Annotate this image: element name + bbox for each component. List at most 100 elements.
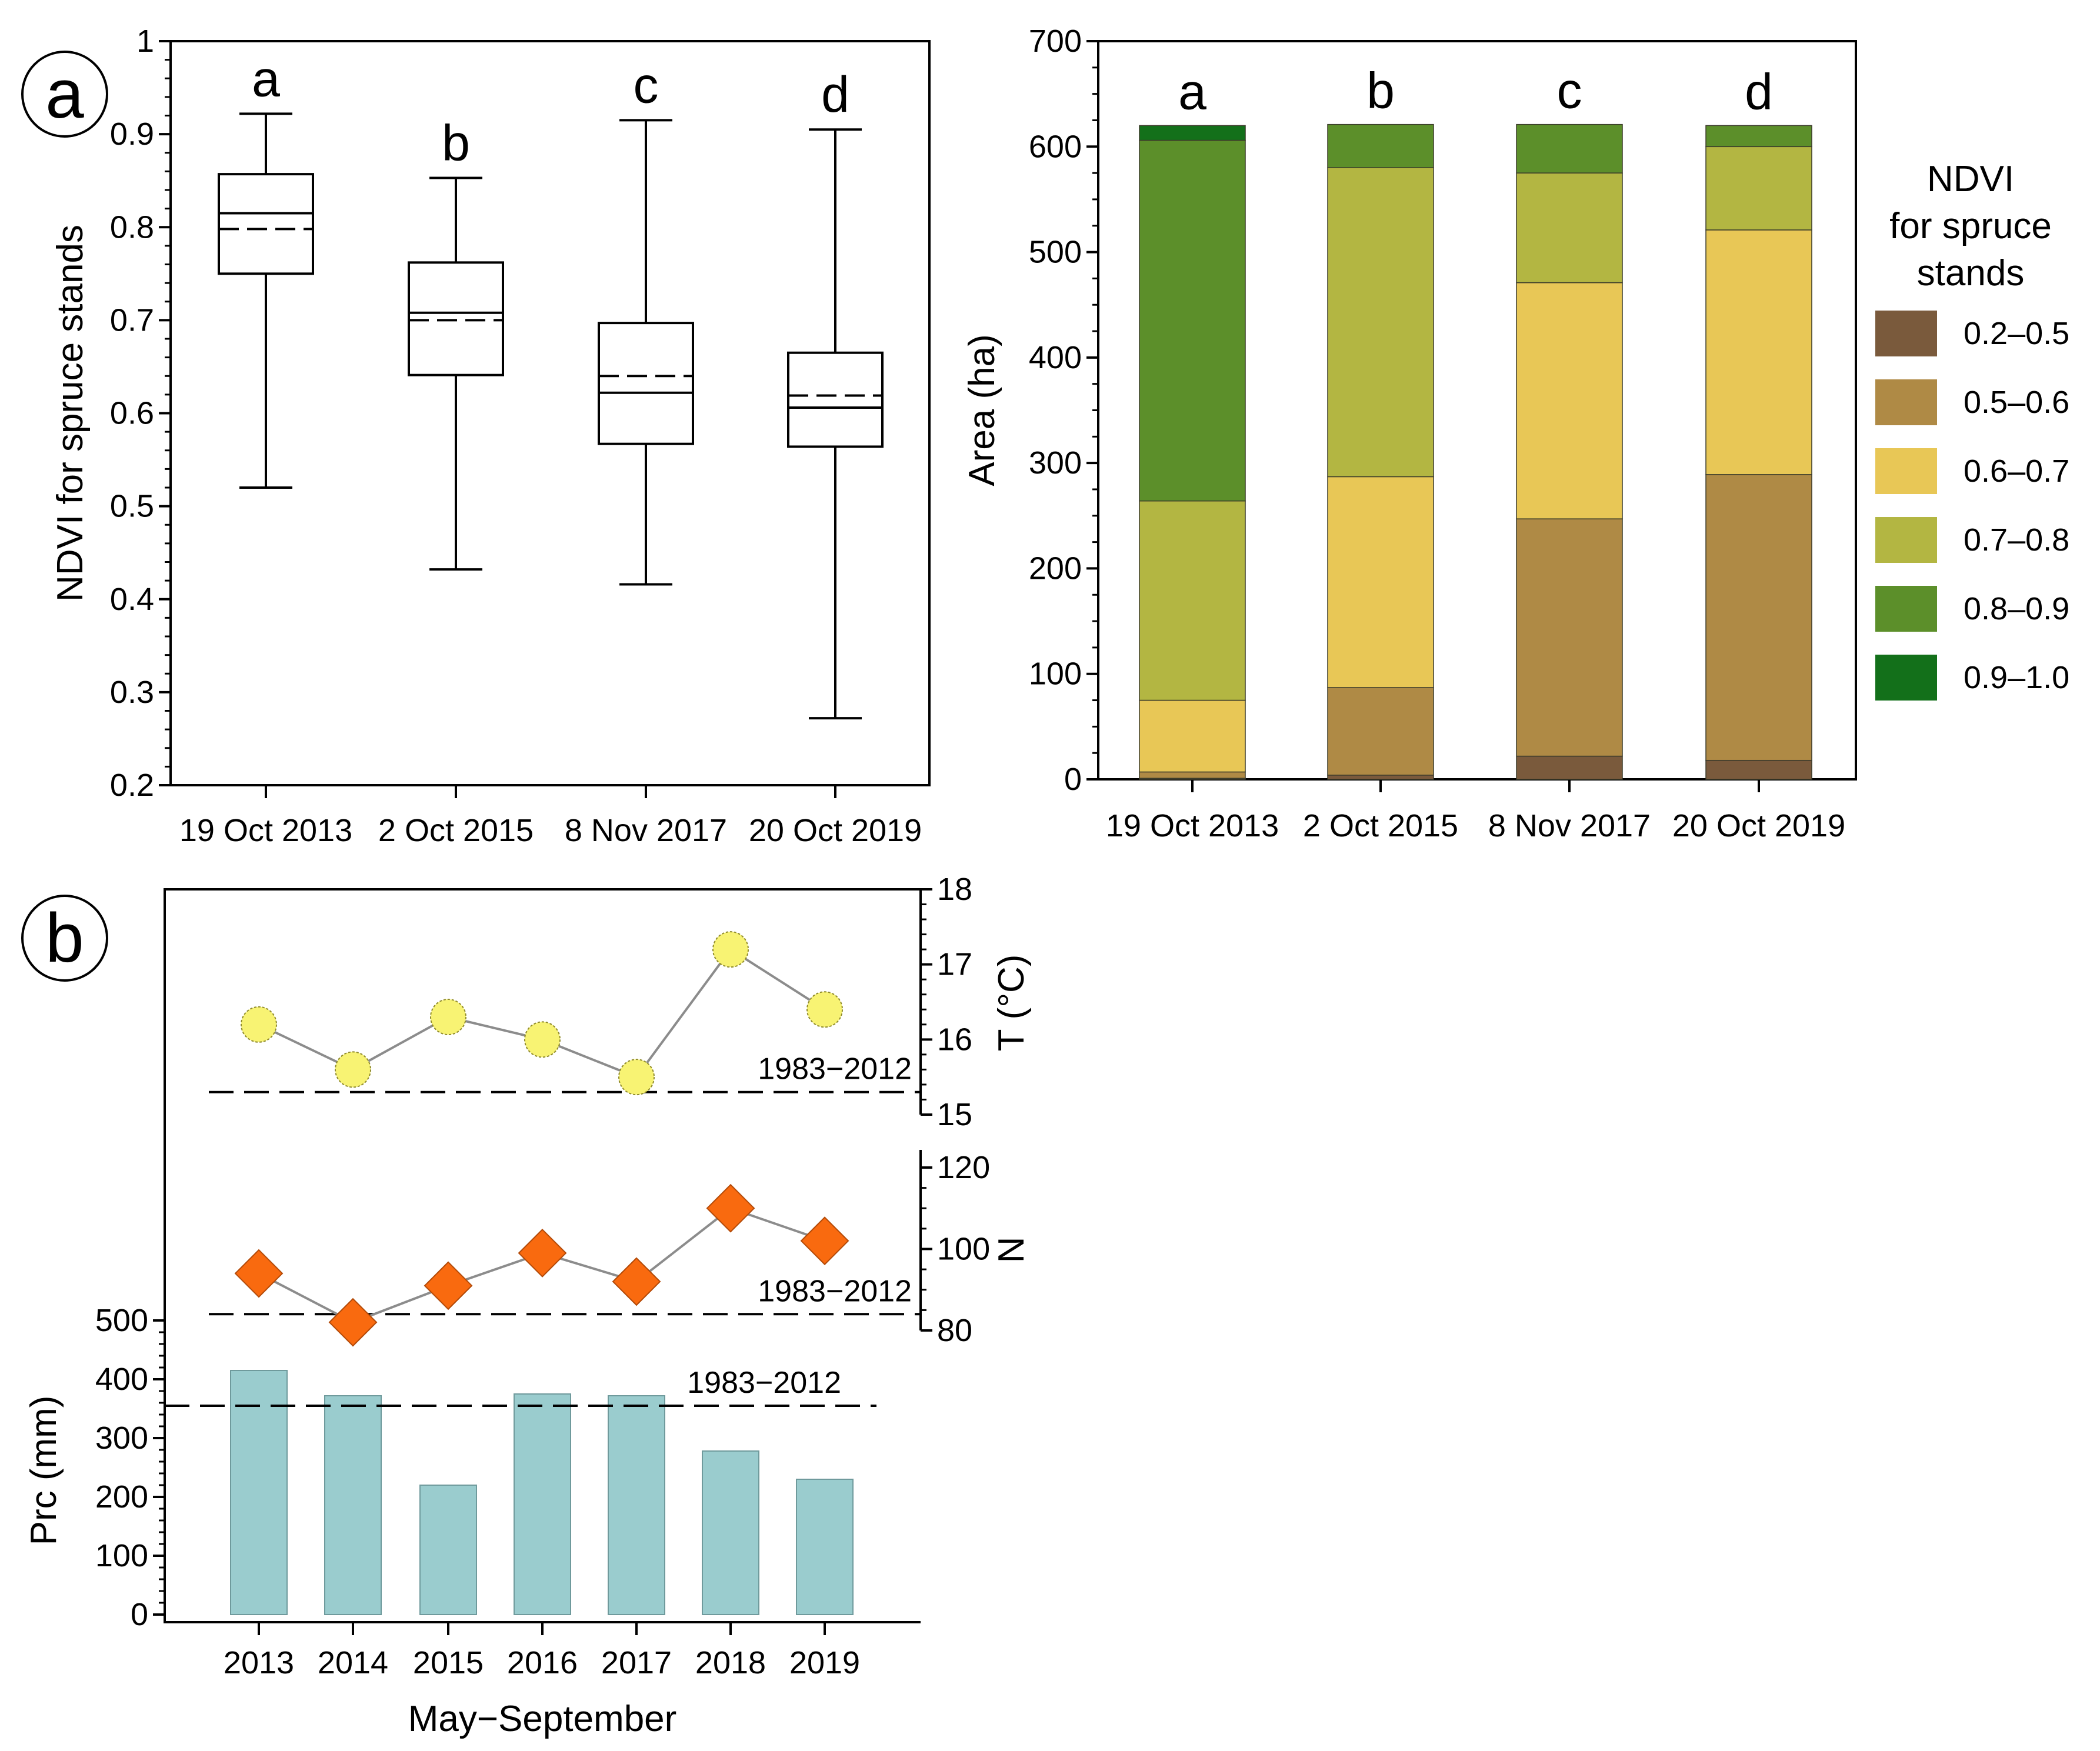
- x-tick-label: 19 Oct 2013: [1106, 808, 1279, 843]
- ndvi-legend: NDVI for spruce stands 0.2–0.5 0.5–0.6 0.6–0.…: [1875, 159, 2069, 701]
- y-tick-label: 0.7: [110, 302, 154, 338]
- y-tick-label: 300: [95, 1420, 148, 1456]
- y-tick-label: 500: [1029, 235, 1082, 270]
- panel-a-label: a: [21, 51, 108, 138]
- panel-b-label: b: [21, 895, 108, 982]
- bar-segment: [1516, 755, 1623, 780]
- n-point: [800, 1216, 849, 1266]
- reference-label-prc: 1983−2012: [687, 1366, 841, 1400]
- legend-swatch: [1875, 379, 1937, 425]
- x-tick-label: 20 Oct 2019: [749, 813, 922, 848]
- precip-bar: [324, 1395, 382, 1615]
- y-tick-label: 200: [95, 1479, 148, 1515]
- y-axis-title: Area (ha): [962, 334, 1002, 486]
- x-tick-label: 2017: [601, 1645, 672, 1680]
- significance-letter: d: [1745, 64, 1773, 120]
- legend-swatch: [1875, 586, 1937, 632]
- significance-letter: b: [1366, 63, 1395, 119]
- t-point: [335, 1051, 371, 1088]
- bar-segment: [1327, 476, 1434, 688]
- legend-label: 0.8–0.9: [1964, 591, 2069, 626]
- panel-b-letter: b: [45, 899, 84, 977]
- y-tick-label: 16: [937, 1022, 972, 1057]
- box: [598, 322, 694, 445]
- legend-swatch: [1875, 655, 1937, 701]
- legend-swatch: [1875, 311, 1937, 356]
- x-tick-label: 2013: [224, 1645, 294, 1680]
- legend-label: 0.6–0.7: [1964, 453, 2069, 489]
- bar-segment: [1705, 474, 1812, 761]
- box: [787, 351, 884, 448]
- bar-segment: [1516, 124, 1623, 174]
- x-tick-label: 20 Oct 2019: [1672, 808, 1845, 843]
- panel-a-letter: a: [45, 55, 84, 133]
- t-point: [241, 1006, 277, 1043]
- significance-letter: c: [1557, 63, 1582, 119]
- significance-letter: c: [634, 57, 659, 114]
- legend-title-line: NDVI: [1927, 159, 2014, 199]
- n-point: [328, 1298, 378, 1347]
- y-tick-label: 400: [95, 1362, 148, 1397]
- reference-label-n: 1983−2012: [758, 1274, 912, 1308]
- x-tick-label: 8 Nov 2017: [1488, 808, 1651, 843]
- significance-letter: a: [252, 51, 280, 107]
- x-tick-label: 2015: [413, 1645, 484, 1680]
- bar-segment: [1705, 125, 1812, 148]
- y-tick-label: 18: [937, 872, 972, 907]
- y-tick-label: 120: [937, 1150, 990, 1185]
- reference-label-t: 1983−2012: [758, 1052, 912, 1086]
- n-point: [612, 1257, 661, 1306]
- legend-title-line: stands: [1917, 253, 2025, 293]
- y-tick-label: 0.2: [110, 768, 154, 803]
- bar-segment: [1139, 139, 1246, 502]
- legend-swatch: [1875, 517, 1937, 563]
- bar-segment: [1516, 518, 1623, 757]
- significance-letter: d: [821, 66, 849, 123]
- legend-label: 0.7–0.8: [1964, 522, 2069, 558]
- precip-bar: [796, 1479, 854, 1615]
- bar-segment: [1327, 687, 1434, 776]
- x-tick-label: 2 Oct 2015: [1303, 808, 1458, 843]
- bar-segment: [1139, 699, 1246, 773]
- x-tick-label: 2016: [507, 1645, 578, 1680]
- bar-segment: [1705, 759, 1812, 780]
- n-point: [424, 1261, 473, 1310]
- n-point: [706, 1183, 755, 1233]
- x-tick-label: 19 Oct 2013: [179, 813, 352, 848]
- legend-title-line: for spruce: [1889, 206, 2052, 246]
- bar-segment: [1139, 771, 1246, 779]
- legend-swatch: [1875, 448, 1937, 494]
- y-tick-label: 100: [1029, 656, 1082, 692]
- y-tick-label: 500: [95, 1303, 148, 1338]
- t-point: [806, 991, 843, 1028]
- y-tick-label: 400: [1029, 340, 1082, 375]
- bar-segment: [1705, 229, 1812, 475]
- bar-segment: [1139, 125, 1246, 141]
- y-tick-label: 0.4: [110, 582, 154, 617]
- y-tick-label: 17: [937, 947, 972, 982]
- panel-b-climate: 15 16 17 18 T (°C) 80 100 120 N 0 100 200 300 400 500 P…: [24, 872, 1032, 1739]
- y-axis-title-prc: Prc (mm): [24, 1396, 64, 1546]
- y-axis-title-n: N: [991, 1237, 1032, 1263]
- bar-segment: [1139, 500, 1246, 701]
- legend-label: 0.5–0.6: [1964, 385, 2069, 420]
- t-point: [430, 999, 466, 1036]
- significance-letter: b: [442, 115, 470, 171]
- box: [408, 261, 504, 376]
- x-tick-label: 2019: [789, 1645, 860, 1680]
- y-tick-label: 100: [937, 1232, 990, 1267]
- y-axis-title: NDVI for spruce stands: [50, 225, 91, 602]
- y-tick-label: 15: [937, 1097, 972, 1132]
- x-axis-title: May−September: [408, 1699, 677, 1739]
- y-tick-label: 1: [136, 24, 154, 59]
- y-tick-label: 300: [1029, 445, 1082, 481]
- precip-bar: [608, 1395, 665, 1615]
- y-tick-label: 600: [1029, 129, 1082, 164]
- bar-segment: [1516, 172, 1623, 284]
- significance-letter: a: [1178, 64, 1206, 120]
- y-tick-label: 0.3: [110, 675, 154, 710]
- precip-bar: [230, 1370, 288, 1615]
- bar-segment: [1705, 146, 1812, 231]
- legend-label: 0.9–1.0: [1964, 660, 2069, 695]
